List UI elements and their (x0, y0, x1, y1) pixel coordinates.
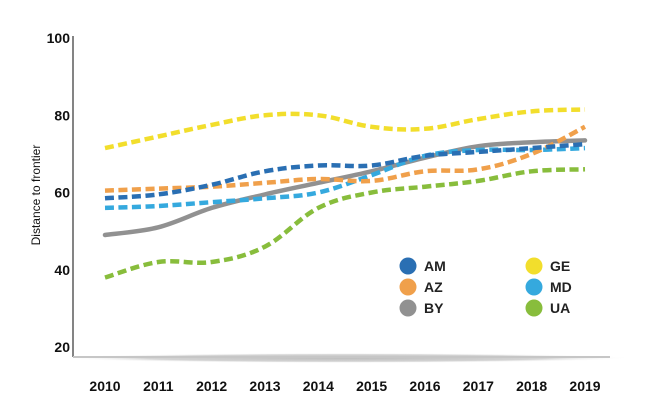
y-ticks: 20 40 60 80 100 (47, 30, 71, 355)
legend-marker-by (399, 299, 417, 317)
y-tick-label: 80 (54, 107, 70, 123)
x-tick-label: 2015 (356, 378, 387, 394)
x-tick-label: 2011 (143, 378, 174, 394)
series-line-md (104, 145, 586, 211)
y-axis-title: Distance to frontier (29, 145, 43, 246)
x-tick-label: 2014 (303, 378, 334, 394)
y-tick-label: 60 (54, 185, 70, 201)
x-ticks: 2010 2011 2012 2013 2014 2015 2016 2017 2018 2019 (89, 378, 600, 394)
series-line-az (104, 124, 587, 193)
legend-marker-ua (525, 299, 543, 317)
legend-label-by: BY (424, 300, 444, 316)
x-tick-label: 2013 (249, 378, 280, 394)
legend: AM AZ BY GE MD UA (399, 257, 572, 317)
series-lines (102, 107, 588, 280)
series-line-am (104, 141, 586, 201)
legend-label-md: MD (550, 279, 572, 295)
x-tick-label: 2012 (196, 378, 227, 394)
legend-marker-az (399, 278, 417, 296)
x-tick-label: 2019 (569, 378, 600, 394)
legend-label-am: AM (424, 258, 446, 274)
y-tick-label: 40 (54, 262, 70, 278)
legend-marker-ge (525, 257, 543, 275)
legend-label-ua: UA (550, 300, 570, 316)
series-line-by (102, 138, 588, 238)
x-tick-label: 2016 (409, 378, 440, 394)
x-tick-label: 2018 (516, 378, 547, 394)
legend-marker-md (525, 278, 543, 296)
x-tick-label: 2010 (89, 378, 120, 394)
x-tick-label: 2017 (463, 378, 494, 394)
y-tick-label: 100 (47, 30, 71, 46)
y-tick-label: 20 (54, 339, 70, 355)
series-line-ua (104, 167, 586, 280)
series-line-ge (104, 107, 586, 151)
legend-marker-am (399, 257, 417, 275)
legend-label-az: AZ (424, 279, 443, 295)
legend-label-ge: GE (550, 258, 570, 274)
